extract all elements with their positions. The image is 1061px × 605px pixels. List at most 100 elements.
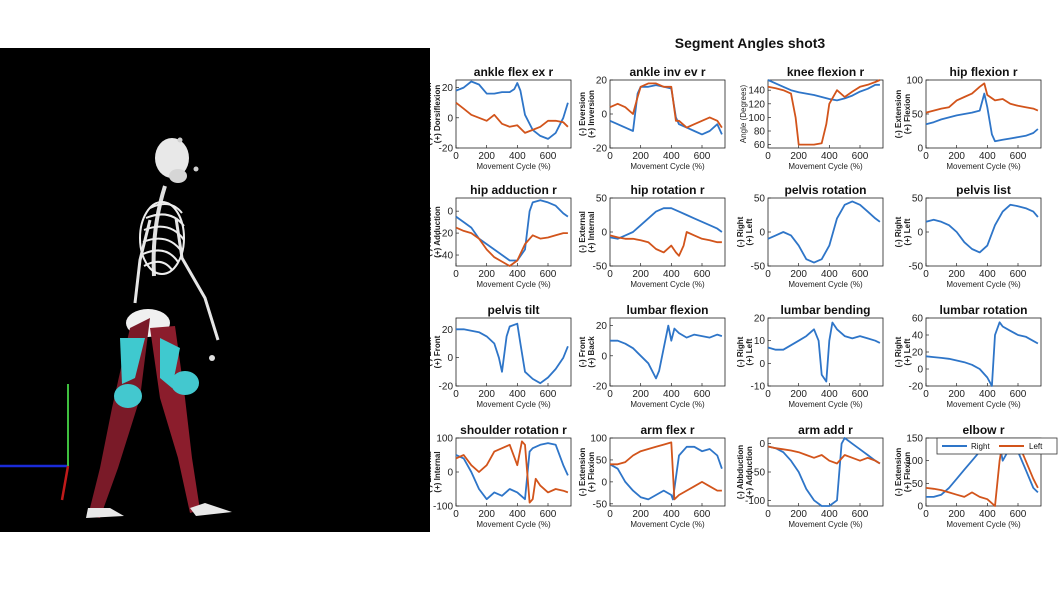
y-tick-label: 100 bbox=[906, 76, 923, 87]
series-line-right bbox=[767, 200, 881, 264]
x-tick-label: 400 bbox=[663, 151, 680, 162]
x-axis-label: Movement Cycle (%) bbox=[476, 280, 551, 289]
series-line-right bbox=[925, 203, 1039, 254]
x-tick-label: 400 bbox=[821, 151, 838, 162]
y-tick-label: 50 bbox=[912, 194, 924, 205]
skeleton-scene bbox=[0, 137, 232, 518]
x-tick-label: 200 bbox=[790, 389, 807, 400]
y-tick-label: 20 bbox=[442, 83, 454, 94]
series-line-left bbox=[610, 441, 722, 501]
x-tick-label: 600 bbox=[1010, 269, 1027, 280]
series-line-right bbox=[767, 437, 881, 507]
x-axis-label: Movement Cycle (%) bbox=[788, 280, 863, 289]
chart-title: pelvis list bbox=[956, 183, 1011, 197]
x-axis-label: Movement Cycle (%) bbox=[788, 520, 863, 529]
simulation-viewport[interactable] bbox=[0, 48, 430, 532]
y-tick-label: 0 bbox=[917, 365, 923, 376]
x-tick-label: 200 bbox=[790, 151, 807, 162]
x-tick-label: 0 bbox=[923, 151, 929, 162]
series-line-right bbox=[456, 322, 569, 385]
x-tick-label: 0 bbox=[453, 509, 459, 520]
y-tick-label: 0 bbox=[759, 228, 765, 239]
y-tick-label: -20 bbox=[593, 144, 608, 155]
x-tick-label: 400 bbox=[663, 389, 680, 400]
x-tick-label: 400 bbox=[821, 389, 838, 400]
x-tick-label: 400 bbox=[979, 509, 996, 520]
chart-title: hip adduction r bbox=[470, 183, 557, 197]
x-tick-label: 600 bbox=[852, 269, 869, 280]
chart-panel-3: knee flexion r 60 80 100 120 140 0 200 400 600Mov… bbox=[739, 65, 884, 171]
y-tick-label: -20 bbox=[439, 229, 454, 240]
x-tick-label: 0 bbox=[765, 389, 771, 400]
x-axis-label: Movement Cycle (%) bbox=[630, 280, 705, 289]
x-tick-label: 600 bbox=[694, 509, 711, 520]
y-tick-label: 50 bbox=[596, 194, 608, 205]
axes-box bbox=[609, 317, 726, 387]
series-line-left bbox=[767, 79, 881, 146]
chart-title: ankle inv ev r bbox=[629, 65, 705, 79]
y-tick-label: 0 bbox=[917, 144, 923, 155]
chart-title: pelvis rotation bbox=[784, 183, 866, 197]
y-axis-label: (-) External(+) Internal bbox=[430, 451, 442, 493]
series-line-left bbox=[767, 445, 881, 465]
y-tick-label: 0 bbox=[447, 207, 453, 218]
y-tick-label: 0 bbox=[759, 439, 765, 450]
y-tick-label: 60 bbox=[754, 140, 766, 151]
y-tick-label: 100 bbox=[906, 456, 923, 467]
series-line-left bbox=[455, 226, 568, 267]
y-axis-label: (-) Abduction(+) Adduction bbox=[430, 206, 442, 258]
y-axis-label: (-) Plantarflexion(+) Dorsiflexion bbox=[430, 82, 442, 145]
series-line-left bbox=[455, 101, 569, 134]
legend: Right Left bbox=[936, 437, 1058, 455]
x-axis-label: Movement Cycle (%) bbox=[788, 162, 863, 171]
axes-box bbox=[455, 79, 572, 149]
y-tick-label: 120 bbox=[748, 99, 765, 110]
x-tick-label: 600 bbox=[540, 389, 557, 400]
x-tick-label: 600 bbox=[694, 151, 711, 162]
chart-panel-5: hip adduction r -40 -20 0 0 200 400 600Movement… bbox=[430, 183, 572, 289]
series-line-right bbox=[925, 321, 1039, 387]
x-tick-label: 400 bbox=[979, 389, 996, 400]
axes-box bbox=[609, 437, 726, 507]
x-axis-label: Movement Cycle (%) bbox=[476, 400, 551, 409]
legend-box bbox=[936, 437, 1058, 455]
axes-box bbox=[925, 317, 1042, 387]
axes-box bbox=[609, 79, 726, 149]
x-tick-label: 200 bbox=[790, 269, 807, 280]
x-tick-label: 200 bbox=[948, 269, 965, 280]
series-line-right bbox=[609, 445, 723, 501]
x-axis-label: Movement Cycle (%) bbox=[946, 400, 1021, 409]
y-tick-label: -20 bbox=[593, 382, 608, 393]
x-tick-label: 200 bbox=[948, 151, 965, 162]
y-axis-label: (-) Back(+) Front bbox=[430, 335, 442, 368]
series-line-right bbox=[609, 207, 723, 240]
y-axis-label: (-) Front(+) Back bbox=[578, 336, 596, 368]
x-axis-label: Movement Cycle (%) bbox=[946, 280, 1021, 289]
x-tick-label: 600 bbox=[540, 269, 557, 280]
x-axis-label: Movement Cycle (%) bbox=[476, 520, 551, 529]
y-tick-label: 0 bbox=[759, 359, 765, 370]
z-axis-gizmo bbox=[60, 465, 70, 501]
x-tick-label: 400 bbox=[821, 509, 838, 520]
chart-title: lumbar rotation bbox=[939, 303, 1027, 317]
y-tick-label: 100 bbox=[590, 434, 607, 445]
series-line-right bbox=[455, 199, 569, 262]
y-tick-label: 0 bbox=[601, 110, 607, 121]
y-tick-label: -10 bbox=[751, 382, 766, 393]
musculoskeletal-model bbox=[86, 137, 232, 518]
y-tick-label: -50 bbox=[593, 499, 608, 510]
x-tick-label: 0 bbox=[607, 151, 613, 162]
segment-angles-figure: Segment Angles shot3 ankle flex ex r -20 0… bbox=[430, 0, 1061, 545]
y-tick-label: -20 bbox=[439, 382, 454, 393]
x-tick-label: 0 bbox=[923, 389, 929, 400]
y-tick-label: 100 bbox=[436, 434, 453, 445]
y-axis-label: (-) Right(+) Left bbox=[894, 216, 912, 247]
